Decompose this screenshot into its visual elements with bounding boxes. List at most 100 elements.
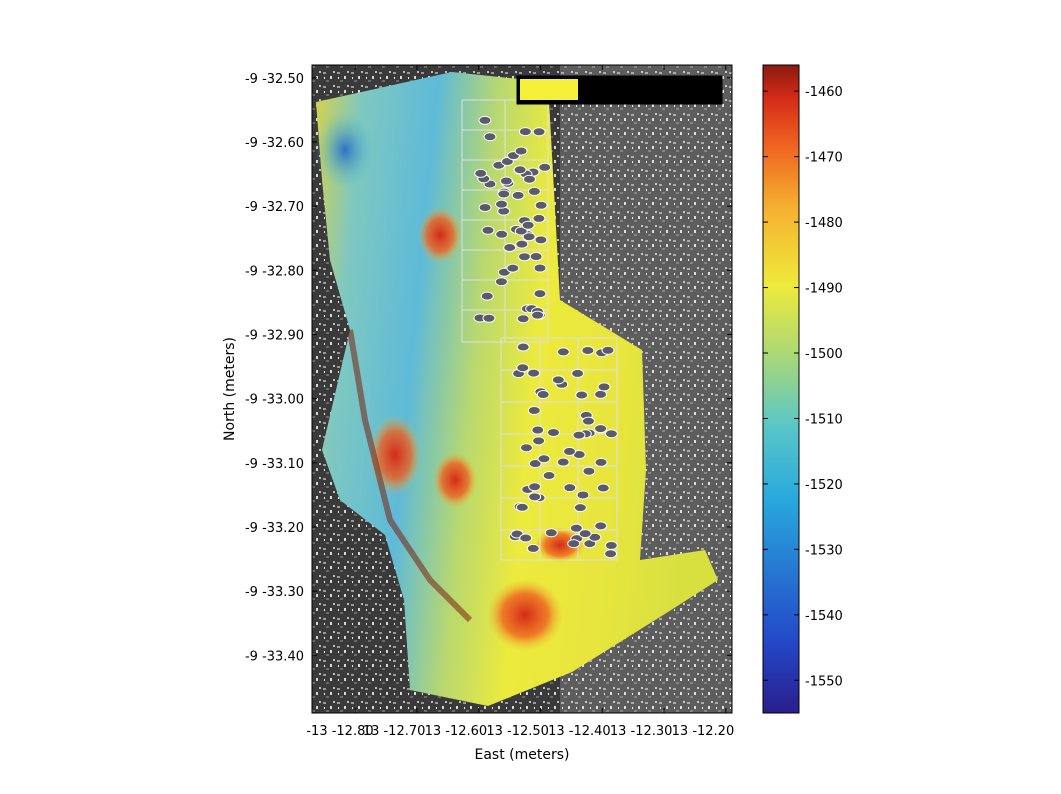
- survey-marker: [527, 368, 541, 378]
- survey-marker: [533, 263, 547, 273]
- survey-marker: [581, 345, 595, 355]
- survey-marker: [582, 466, 596, 476]
- y-tick-label: -9 -32.60: [245, 136, 304, 151]
- survey-marker: [497, 189, 511, 199]
- plot-area: [312, 65, 732, 713]
- survey-marker: [534, 235, 548, 245]
- survey-marker: [474, 168, 488, 178]
- survey-marker: [518, 127, 532, 137]
- survey-marker: [480, 291, 494, 301]
- survey-marker: [546, 427, 560, 437]
- survey-marker: [536, 390, 550, 400]
- survey-marker: [527, 186, 541, 196]
- colorbar-tick-label: -1490: [805, 282, 843, 297]
- legend-swatch: [520, 79, 578, 100]
- y-tick-label: -9 -32.70: [245, 200, 304, 215]
- survey-marker: [538, 162, 552, 172]
- survey-marker: [596, 483, 610, 493]
- y-axis-label: North (meters): [222, 337, 238, 441]
- colorbar-ticks: -1460 -1470 -1480 -1490 -1500 -1510 -1520 -1530…: [763, 85, 843, 689]
- survey-marker: [527, 405, 541, 415]
- survey-marker: [563, 483, 577, 493]
- survey-marker: [534, 200, 548, 210]
- survey-marker: [556, 347, 570, 357]
- survey-marker: [532, 127, 546, 137]
- survey-marker: [531, 310, 545, 320]
- survey-marker: [483, 132, 497, 142]
- survey-marker: [503, 242, 517, 252]
- survey-marker: [494, 277, 508, 287]
- survey-marker: [528, 492, 542, 502]
- colorbar: -1460 -1470 -1480 -1490 -1500 -1510 -1520 -1530…: [762, 64, 843, 714]
- y-axis: -9 -32.50 -9 -32.60 -9 -32.70 -9 -32.80 -9 -…: [245, 72, 732, 664]
- survey-marker: [478, 115, 492, 125]
- survey-marker: [519, 443, 533, 453]
- survey-marker: [511, 190, 525, 200]
- y-tick-label: -9 -33.20: [245, 521, 304, 536]
- survey-marker: [513, 165, 527, 175]
- survey-marker: [573, 503, 587, 513]
- y-tick-label: -9 -32.80: [245, 264, 304, 279]
- survey-marker: [514, 146, 528, 156]
- survey-marker: [531, 425, 545, 435]
- survey-marker: [514, 226, 528, 236]
- survey-marker: [533, 289, 547, 299]
- survey-marker: [516, 363, 530, 373]
- survey-marker: [522, 232, 536, 242]
- survey-marker: [575, 390, 589, 400]
- survey-marker: [519, 533, 533, 543]
- ridge-scarp: [347, 329, 473, 623]
- x-tick-label: 13 -12.40: [548, 724, 611, 739]
- survey-marker: [594, 389, 608, 399]
- shallow-high: [369, 415, 421, 495]
- survey-marker: [551, 375, 565, 385]
- survey-marker: [594, 424, 608, 434]
- survey-marker: [571, 368, 585, 378]
- survey-marker: [576, 490, 590, 500]
- survey-marker: [521, 220, 535, 230]
- shallow-high: [433, 452, 477, 508]
- survey-marker: [482, 313, 496, 323]
- colorbar-tick-label: -1460: [805, 85, 843, 100]
- x-tick-label: 13 -12.20: [672, 724, 735, 739]
- survey-marker: [528, 459, 542, 469]
- survey-marker: [495, 229, 509, 239]
- survey-marker: [604, 429, 618, 439]
- y-tick-label: -9 -32.90: [245, 328, 304, 343]
- y-tick-label: -9 -33.00: [245, 393, 304, 408]
- x-tick-label: 13 -12.70: [363, 724, 426, 739]
- survey-marker: [532, 436, 546, 446]
- x-tick-label: 13 -12.60: [425, 724, 488, 739]
- survey-marker: [567, 539, 581, 549]
- survey-marker: [526, 543, 540, 553]
- colorbar-tick-label: -1480: [805, 216, 843, 231]
- shallow-high: [487, 579, 563, 651]
- colorbar-tick-label: -1510: [805, 412, 843, 427]
- x-axis-label: East (meters): [475, 747, 570, 763]
- colorbar-tick-label: -1530: [805, 543, 843, 558]
- y-tick-label: -9 -33.10: [245, 457, 304, 472]
- survey-marker: [494, 199, 508, 209]
- colorbar-tick-label: -1500: [805, 347, 843, 362]
- x-tick-label: -13 -12.80: [306, 724, 373, 739]
- survey-marker: [581, 416, 595, 426]
- survey-marker: [569, 523, 583, 533]
- survey-marker: [601, 345, 615, 355]
- survey-grid: [461, 99, 618, 561]
- x-tick-label: 13 -12.30: [610, 724, 673, 739]
- survey-markers: [473, 115, 618, 559]
- survey-marker: [537, 454, 551, 464]
- survey-marker: [604, 549, 618, 559]
- survey-marker: [478, 202, 492, 212]
- survey-marker: [572, 430, 586, 440]
- survey-marker: [516, 342, 530, 352]
- survey-marker: [528, 482, 542, 492]
- x-tick-label: 13 -12.50: [486, 724, 549, 739]
- survey-marker: [515, 239, 529, 249]
- colorbar-tick-label: -1550: [805, 674, 843, 689]
- survey-marker: [594, 521, 608, 531]
- survey-marker: [604, 540, 618, 550]
- survey-marker: [516, 314, 530, 324]
